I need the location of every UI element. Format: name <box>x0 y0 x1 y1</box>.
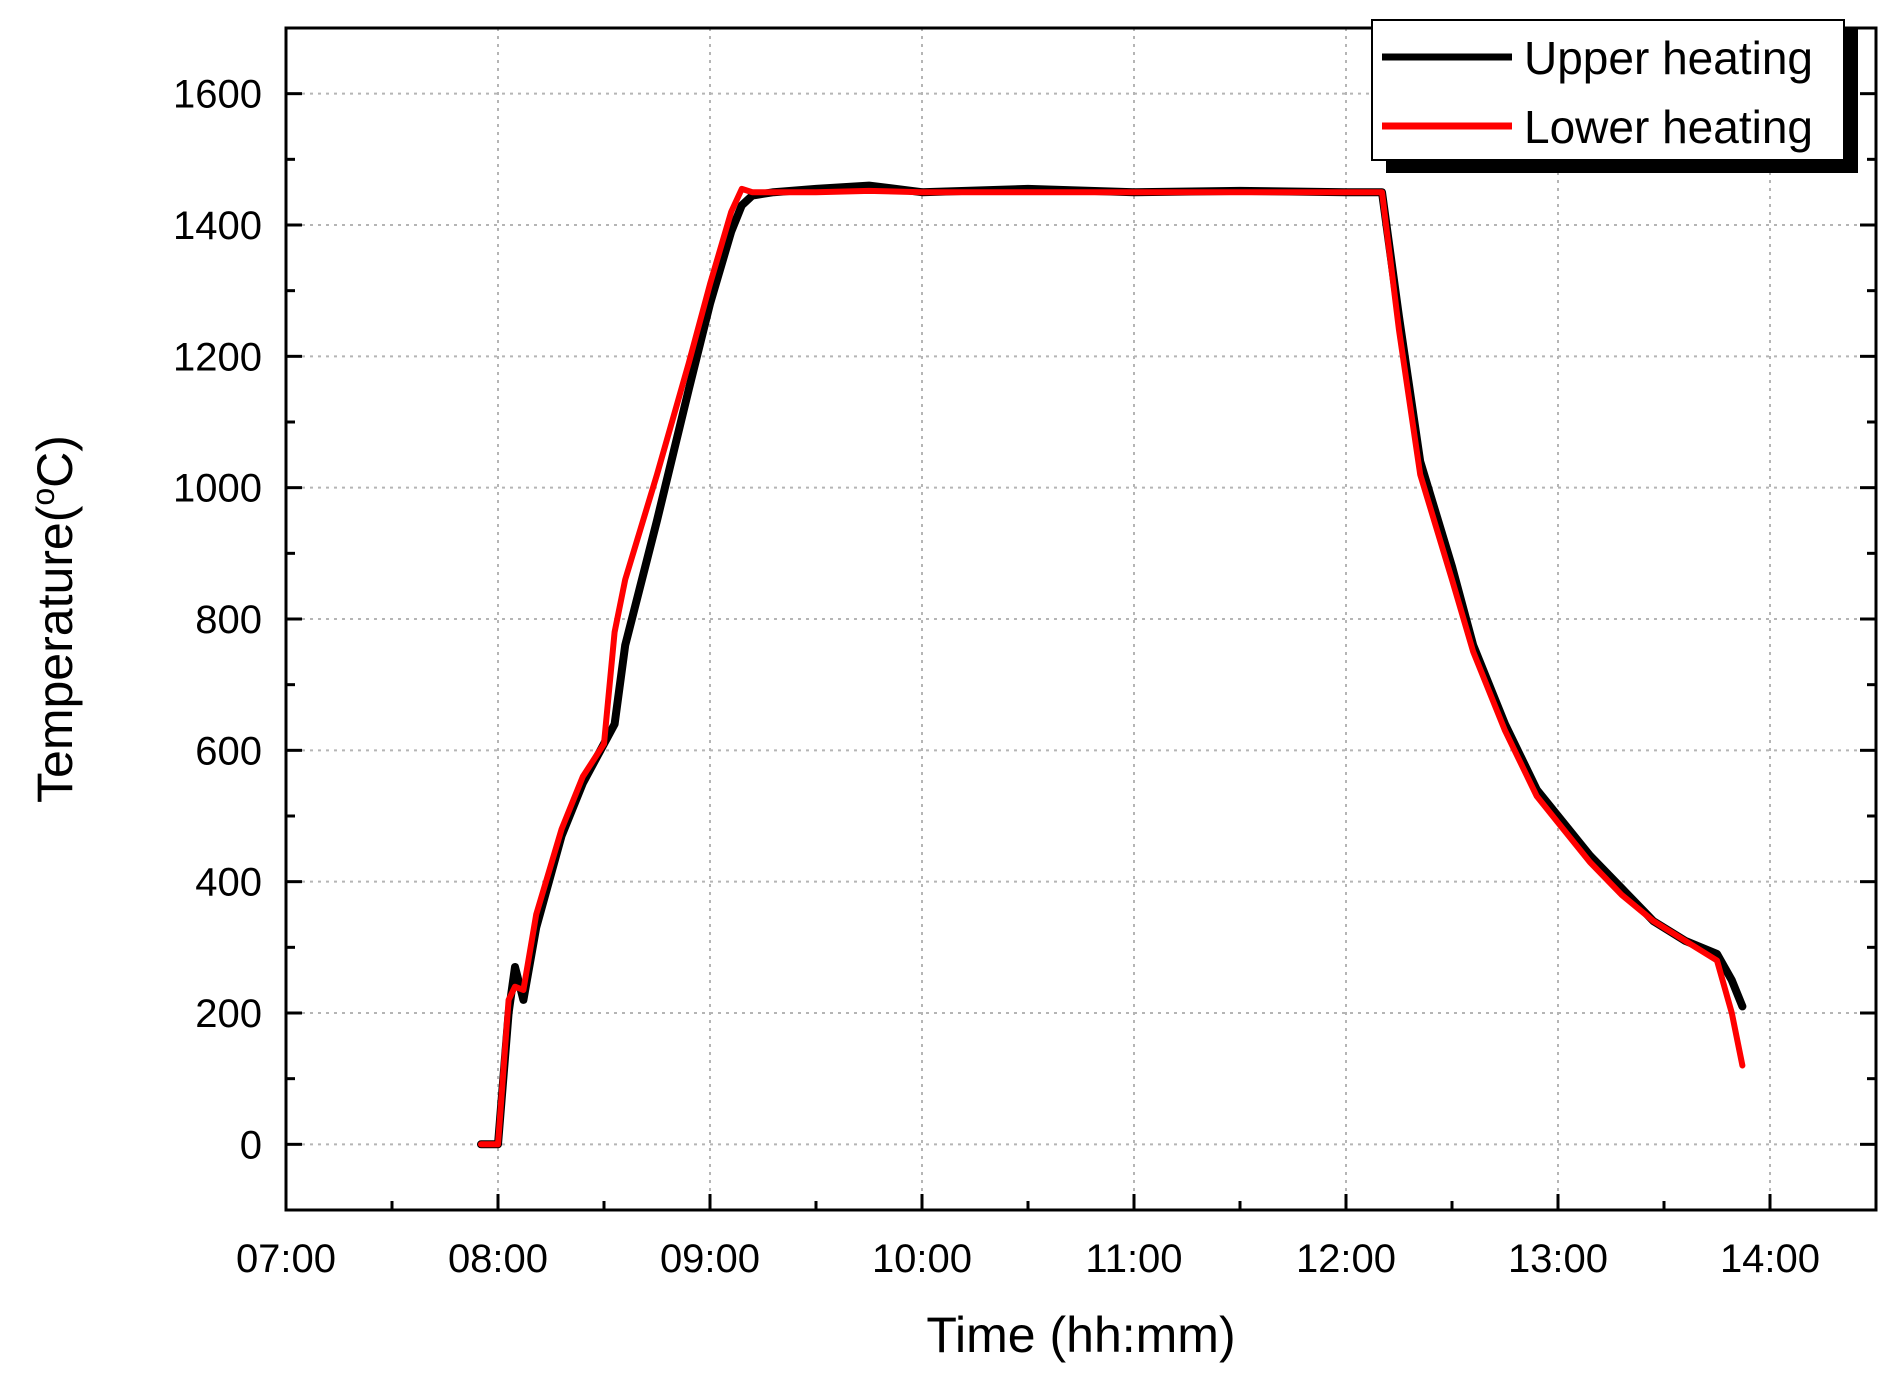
data-point-lower-heating <box>655 473 659 476</box>
legend-box <box>1371 19 1845 161</box>
data-point-lower-heating <box>521 988 525 992</box>
data-point-lower-heating <box>772 190 776 194</box>
data-point-upper-heating <box>1588 853 1592 857</box>
x-tick-label: 07:00 <box>236 1237 336 1281</box>
legend-label-upper: Upper heating <box>1524 32 1813 84</box>
x-tick-label: 13:00 <box>1508 1237 1608 1281</box>
data-point-lower-heating <box>1651 919 1655 923</box>
data-point-lower-heating <box>1740 1064 1744 1067</box>
data-point-lower-heating <box>1535 794 1539 798</box>
data-point-lower-heating <box>1730 1011 1734 1015</box>
data-point-lower-heating <box>1620 893 1624 897</box>
data-point-lower-heating <box>479 1142 483 1146</box>
data-point-lower-heating <box>507 998 511 1002</box>
y-tick-label: 200 <box>195 992 262 1036</box>
data-point-lower-heating <box>581 775 585 779</box>
data-point-upper-heating <box>513 965 517 969</box>
data-point-lower-heating <box>602 742 606 746</box>
data-point-lower-heating <box>1471 650 1475 654</box>
data-point-upper-heating <box>1715 952 1719 956</box>
data-point-lower-heating <box>740 187 744 191</box>
data-point-upper-heating <box>1730 978 1734 982</box>
grid-lines <box>285 28 1876 1210</box>
data-point-lower-heating <box>708 282 712 286</box>
data-point-lower-heating <box>496 1142 500 1146</box>
x-tick-label: 09:00 <box>660 1237 760 1281</box>
axis-tick-labels: 07:00 08:00 09:00 10:00 11:00 12:00 13:00 14:00… <box>173 73 1820 1281</box>
y-tick-label: 1600 <box>173 73 262 117</box>
data-point-lower-heating <box>867 189 871 193</box>
legend-label-lower: Lower heating <box>1524 101 1813 153</box>
data-point-upper-heating <box>655 519 659 522</box>
data-point-lower-heating <box>687 361 691 365</box>
y-tick-label: 1400 <box>173 204 262 248</box>
data-point-lower-heating <box>1397 328 1401 332</box>
data-point-lower-heating <box>613 630 617 634</box>
y-axis-title: Temperature(oC) <box>25 435 83 803</box>
data-point-lower-heating <box>1365 190 1369 194</box>
y-tick-label: 800 <box>195 598 262 642</box>
data-point-upper-heating <box>708 302 712 306</box>
x-tick-label: 12:00 <box>1296 1237 1396 1281</box>
data-point-lower-heating <box>560 827 564 831</box>
y-tick-label: 1000 <box>173 467 262 511</box>
data-point-lower-heating <box>1503 729 1507 733</box>
data-point-upper-heating <box>521 998 525 1002</box>
y-axis-title-main: Temperature( <box>27 505 83 803</box>
data-point-lower-heating <box>1683 939 1687 943</box>
data-point-lower-heating <box>534 913 538 916</box>
data-point-upper-heating <box>623 643 627 647</box>
data-point-lower-heating <box>814 190 818 194</box>
data-point-lower-heating <box>513 985 517 989</box>
data-point-lower-heating <box>920 190 924 194</box>
data-point-lower-heating <box>1238 190 1242 194</box>
data-point-upper-heating <box>1740 1004 1744 1008</box>
data-point-lower-heating <box>1380 190 1384 194</box>
data-point-lower-heating <box>1026 190 1030 194</box>
axis-ticks <box>284 92 1876 1210</box>
y-tick-label: 1200 <box>173 335 262 379</box>
data-point-upper-heating <box>687 387 691 391</box>
x-tick-label: 11:00 <box>1085 1237 1182 1281</box>
y-tick-label: 600 <box>195 729 262 773</box>
data-point-lower-heating <box>1450 578 1454 582</box>
data-point-lower-heating <box>1132 190 1136 194</box>
y-axis-title-tail: C) <box>27 435 83 488</box>
y-tick-label: 0 <box>240 1123 262 1167</box>
legend: Upper heating Lower heating <box>1371 19 1858 173</box>
x-tick-label: 08:00 <box>448 1237 548 1281</box>
data-point-upper-heating <box>613 722 617 726</box>
data-point-lower-heating <box>750 190 754 194</box>
data-point-upper-heating <box>1556 814 1560 818</box>
data-point-upper-heating <box>740 203 744 207</box>
data-point-upper-heating <box>1620 886 1624 890</box>
data-point-lower-heating <box>1588 860 1592 864</box>
x-tick-label: 14:00 <box>1720 1237 1820 1281</box>
data-point-lower-heating <box>1556 821 1560 825</box>
y-axis-title-superscript: o <box>25 488 61 506</box>
data-point-lower-heating <box>1715 959 1719 962</box>
data-point-lower-heating <box>623 578 627 582</box>
data-point-lower-heating <box>1344 190 1348 194</box>
data-point-lower-heating <box>1418 473 1422 476</box>
x-axis-title: Time (hh:mm) <box>926 1307 1235 1363</box>
data-point-upper-heating <box>729 230 733 234</box>
data-point-upper-heating <box>867 184 871 188</box>
x-tick-label: 10:00 <box>872 1237 972 1281</box>
data-point-lower-heating <box>729 210 733 214</box>
y-tick-label: 400 <box>195 861 262 905</box>
series-lines <box>477 181 1747 1149</box>
